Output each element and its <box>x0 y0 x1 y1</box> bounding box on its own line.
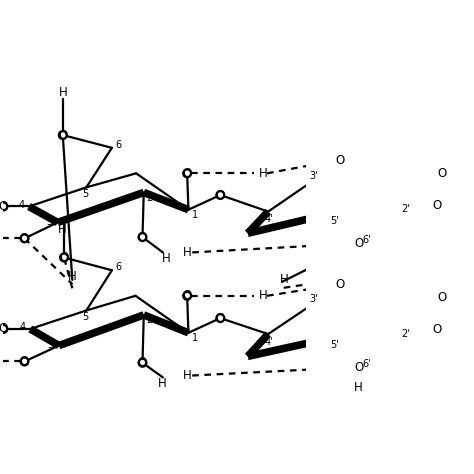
Text: O: O <box>433 199 442 212</box>
Text: 2: 2 <box>146 193 152 203</box>
Text: 4: 4 <box>19 322 26 332</box>
Text: H: H <box>58 223 67 236</box>
Text: O: O <box>138 356 147 369</box>
Text: 1: 1 <box>192 210 198 220</box>
Text: 5': 5' <box>330 340 338 350</box>
Text: H: H <box>183 369 192 382</box>
Circle shape <box>0 325 8 333</box>
Circle shape <box>216 314 224 322</box>
Text: 3: 3 <box>46 217 52 227</box>
Circle shape <box>438 169 446 177</box>
Circle shape <box>355 239 363 247</box>
Text: O: O <box>182 289 192 302</box>
Circle shape <box>0 202 8 210</box>
Circle shape <box>138 233 146 241</box>
Circle shape <box>138 359 146 367</box>
Text: 5: 5 <box>82 189 88 199</box>
Text: O: O <box>335 154 344 167</box>
Text: H: H <box>162 252 170 265</box>
Text: 5: 5 <box>82 312 88 322</box>
Text: O: O <box>59 251 69 264</box>
Text: 3': 3' <box>310 171 318 181</box>
Text: O: O <box>0 322 8 336</box>
Text: O: O <box>216 311 225 325</box>
Circle shape <box>433 326 441 334</box>
Circle shape <box>183 292 191 300</box>
Text: O: O <box>433 323 442 336</box>
Text: 4': 4' <box>264 214 273 225</box>
Text: 1: 1 <box>192 333 198 343</box>
Text: 6': 6' <box>363 359 372 369</box>
Circle shape <box>20 235 28 242</box>
Text: H: H <box>68 270 77 283</box>
Text: O: O <box>138 231 147 244</box>
Text: H: H <box>355 381 363 394</box>
Circle shape <box>433 201 441 209</box>
Text: O: O <box>20 232 29 245</box>
Text: H: H <box>280 273 289 286</box>
Polygon shape <box>398 202 437 209</box>
Text: 6': 6' <box>363 235 372 245</box>
Text: O: O <box>335 278 344 292</box>
Circle shape <box>336 156 344 164</box>
Circle shape <box>20 357 28 365</box>
Text: O: O <box>216 189 225 201</box>
Text: 2: 2 <box>146 315 152 325</box>
Text: O: O <box>182 167 192 180</box>
Text: O: O <box>438 167 447 180</box>
Circle shape <box>183 169 191 177</box>
Text: 3: 3 <box>47 340 54 350</box>
Text: H: H <box>258 167 267 180</box>
Text: O: O <box>354 237 364 250</box>
Text: H: H <box>183 246 192 259</box>
Text: 2': 2' <box>402 204 410 214</box>
Text: 3': 3' <box>310 294 318 304</box>
Text: 6: 6 <box>116 140 122 150</box>
Text: O: O <box>0 200 8 213</box>
Text: H: H <box>58 86 67 99</box>
Text: 2': 2' <box>402 329 410 339</box>
Text: O: O <box>20 355 29 368</box>
Text: 5': 5' <box>330 216 338 226</box>
Circle shape <box>216 191 224 199</box>
Text: O: O <box>354 361 364 374</box>
Text: 4': 4' <box>264 337 273 347</box>
Polygon shape <box>398 326 437 333</box>
Text: 6: 6 <box>116 262 122 272</box>
Circle shape <box>438 293 446 301</box>
Circle shape <box>60 254 68 262</box>
Circle shape <box>355 363 363 371</box>
Circle shape <box>59 131 67 139</box>
Circle shape <box>336 281 344 289</box>
Text: O: O <box>438 291 447 303</box>
Text: H: H <box>158 377 167 390</box>
Text: H: H <box>258 289 267 302</box>
Text: O: O <box>58 128 67 142</box>
Text: 4: 4 <box>18 200 25 210</box>
